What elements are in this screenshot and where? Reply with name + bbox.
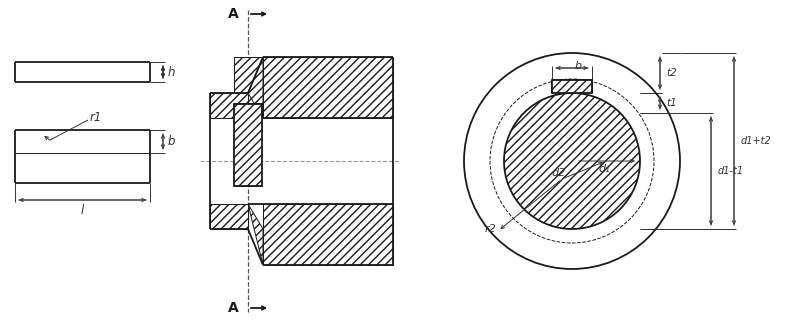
Text: b: b bbox=[575, 61, 582, 71]
Polygon shape bbox=[263, 204, 393, 265]
Text: h: h bbox=[168, 65, 175, 79]
Text: t1: t1 bbox=[666, 98, 677, 108]
Polygon shape bbox=[234, 104, 262, 186]
Text: t2: t2 bbox=[666, 68, 677, 78]
Text: l: l bbox=[81, 204, 84, 216]
Circle shape bbox=[504, 93, 640, 229]
Polygon shape bbox=[210, 204, 248, 229]
Polygon shape bbox=[552, 80, 592, 93]
Text: d1+t2: d1+t2 bbox=[741, 136, 772, 146]
Text: d₁: d₁ bbox=[598, 164, 610, 174]
Text: A: A bbox=[228, 301, 238, 315]
Text: d2: d2 bbox=[552, 168, 566, 178]
Text: d1-t1: d1-t1 bbox=[718, 166, 744, 176]
Polygon shape bbox=[248, 57, 263, 118]
Text: r1: r1 bbox=[90, 110, 102, 124]
Text: r2: r2 bbox=[484, 224, 496, 234]
Text: A: A bbox=[228, 7, 238, 21]
Polygon shape bbox=[210, 93, 248, 118]
Polygon shape bbox=[234, 57, 393, 118]
Polygon shape bbox=[248, 204, 263, 265]
Text: b: b bbox=[168, 135, 175, 148]
